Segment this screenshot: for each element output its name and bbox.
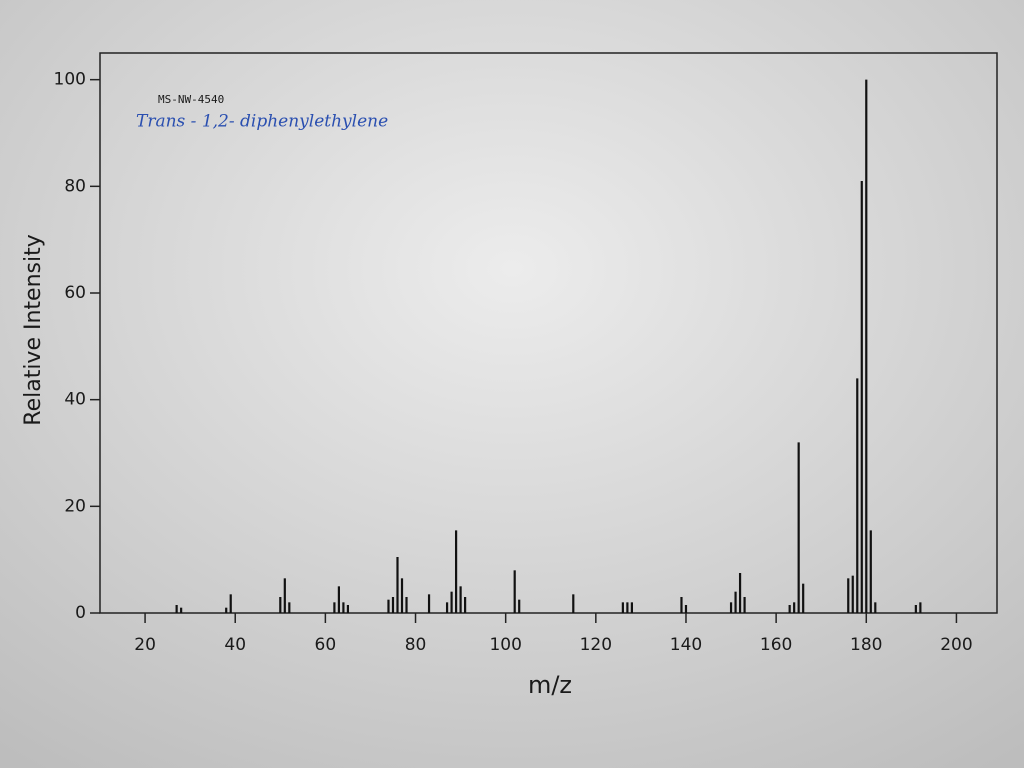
y-tick-label: 0 xyxy=(75,603,86,623)
x-tick-label: 80 xyxy=(405,635,427,655)
plot-frame xyxy=(99,52,998,614)
x-tick-label: 180 xyxy=(850,635,882,655)
x-tick-label: 120 xyxy=(580,635,612,655)
y-tick-label: 20 xyxy=(64,496,86,516)
y-axis-label: Relative Intensity xyxy=(21,234,46,425)
x-tick-label: 60 xyxy=(315,635,337,655)
y-tick-label: 40 xyxy=(64,390,86,410)
y-tick-label: 80 xyxy=(64,176,86,196)
handwritten-note: Trans - 1,2- diphenylethylene xyxy=(136,112,388,132)
sample-id: MS-NW-4540 xyxy=(158,93,224,106)
x-tick-label: 100 xyxy=(489,635,521,655)
y-tick-label: 100 xyxy=(54,70,86,90)
x-tick-label: 140 xyxy=(670,635,702,655)
x-tick-label: 40 xyxy=(224,635,246,655)
y-tick-label: 60 xyxy=(64,283,86,303)
x-tick-label: 20 xyxy=(134,635,156,655)
x-tick-label: 200 xyxy=(940,635,972,655)
x-axis-label: m/z xyxy=(528,671,572,699)
x-tick-label: 160 xyxy=(760,635,792,655)
